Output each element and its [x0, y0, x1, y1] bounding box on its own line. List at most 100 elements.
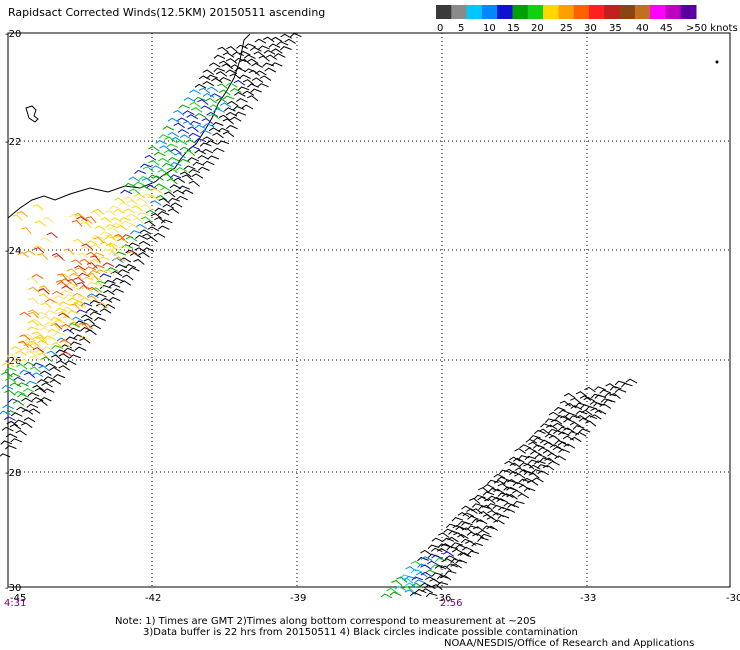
wind-barb — [442, 537, 455, 542]
wind-barb — [212, 147, 225, 153]
wind-barb — [50, 301, 63, 307]
wind-barb — [14, 419, 27, 425]
wind-barb — [188, 169, 201, 174]
wind-barb — [169, 184, 182, 190]
wind-barb — [136, 212, 149, 217]
legend-label: 40 — [636, 23, 649, 34]
wind-barb — [120, 220, 133, 226]
wind-barb — [201, 118, 213, 124]
wind-barb — [445, 523, 458, 529]
wind-barb — [105, 234, 117, 242]
wind-barb — [121, 244, 134, 249]
wind-barb — [218, 60, 231, 67]
wind-barb — [233, 91, 246, 97]
wind-barb — [87, 293, 99, 299]
wind-barb — [251, 62, 263, 68]
wind-barb — [457, 533, 469, 540]
wind-barb — [254, 38, 267, 44]
wind-barb — [108, 283, 121, 288]
wind-barb — [172, 189, 185, 195]
wind-barb — [89, 311, 102, 316]
wind-barb — [42, 388, 55, 393]
wind-barb — [51, 342, 63, 349]
wind-barb — [47, 336, 59, 343]
wind-barb — [74, 265, 86, 271]
wind-barb — [166, 178, 178, 185]
wind-barb — [0, 440, 13, 445]
wind-barb — [257, 83, 269, 88]
wind-barb — [411, 582, 424, 589]
wind-barb — [215, 71, 228, 77]
wind-barb — [194, 124, 207, 130]
wind-barb — [445, 555, 457, 560]
wind-barb — [94, 316, 106, 322]
wind-barb — [1, 371, 13, 378]
wind-barb — [237, 86, 250, 91]
wind-barb — [42, 346, 54, 351]
wind-barb — [113, 233, 126, 241]
wind-barb — [585, 406, 597, 411]
wind-barb — [563, 418, 575, 423]
wind-barb — [442, 551, 455, 557]
wind-barb — [439, 574, 452, 581]
wind-barb — [69, 303, 81, 311]
wind-barb — [73, 277, 85, 284]
wind-barb — [49, 366, 61, 373]
wind-barb — [46, 350, 58, 357]
wind-barb — [504, 460, 516, 467]
wind-barb — [579, 395, 592, 401]
legend-label: 0 — [437, 23, 443, 34]
wind-barb — [66, 268, 78, 275]
wind-barb — [2, 362, 14, 368]
wind-barb — [142, 166, 155, 173]
wind-barb — [36, 336, 48, 344]
wind-barb — [139, 229, 152, 235]
wind-barb — [504, 468, 516, 475]
wind-barb — [99, 284, 112, 290]
wind-barb — [20, 347, 33, 352]
wind-barb — [506, 493, 518, 500]
wind-barb — [10, 359, 22, 364]
wind-barb — [104, 210, 116, 217]
legend-label: 20 — [531, 23, 544, 34]
wind-barb — [141, 177, 154, 184]
wind-barb — [273, 53, 286, 58]
wind-barb — [140, 204, 153, 211]
legend-swatch — [512, 5, 529, 19]
wind-barb — [40, 370, 52, 376]
wind-barb — [222, 131, 235, 138]
wind-barb — [87, 295, 99, 302]
wind-barb — [16, 406, 28, 412]
wind-barb — [217, 140, 230, 145]
lon-label: -39 — [290, 593, 306, 604]
wind-barb — [128, 224, 140, 230]
wind-barb — [276, 41, 289, 46]
wind-barb — [181, 189, 194, 194]
wind-barb — [142, 247, 155, 252]
wind-barb — [430, 547, 443, 553]
wind-barb — [455, 544, 467, 549]
wind-barb — [526, 480, 539, 486]
wind-barb — [496, 476, 509, 481]
legend-label: 10 — [483, 23, 496, 34]
wind-barb — [478, 505, 490, 511]
wind-barb — [199, 142, 212, 147]
wind-barb — [147, 194, 160, 201]
wind-barb — [154, 183, 167, 189]
wind-barb — [472, 526, 485, 532]
wind-barb — [225, 82, 238, 88]
wind-barb — [593, 402, 605, 407]
wind-barb — [1, 426, 14, 432]
wind-barb — [493, 519, 505, 525]
wind-barb — [289, 33, 302, 38]
wind-barb — [154, 207, 167, 212]
wind-barb — [13, 390, 26, 396]
wind-barb — [446, 546, 459, 551]
wind-barb — [599, 403, 611, 409]
wind-barb — [4, 367, 17, 372]
wind-barb — [81, 276, 94, 281]
wind-barb — [79, 337, 91, 344]
wind-barb — [21, 422, 33, 429]
wind-barb — [475, 519, 488, 525]
